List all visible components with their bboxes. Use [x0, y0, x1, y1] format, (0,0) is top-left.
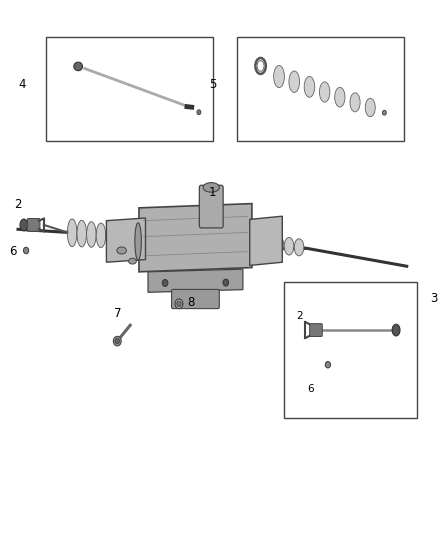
Ellipse shape	[264, 235, 274, 253]
Ellipse shape	[335, 87, 345, 107]
Polygon shape	[250, 216, 283, 265]
Ellipse shape	[177, 301, 181, 306]
Ellipse shape	[274, 236, 284, 254]
Ellipse shape	[284, 238, 294, 255]
Polygon shape	[139, 204, 252, 272]
Ellipse shape	[294, 239, 304, 256]
Ellipse shape	[162, 279, 168, 286]
Bar	[284, 282, 417, 418]
Ellipse shape	[117, 247, 127, 254]
Text: 1: 1	[209, 187, 216, 199]
Text: 4: 4	[18, 78, 25, 91]
Ellipse shape	[135, 223, 141, 260]
Ellipse shape	[175, 299, 183, 309]
Ellipse shape	[203, 183, 219, 192]
Ellipse shape	[289, 71, 300, 92]
FancyBboxPatch shape	[310, 324, 322, 336]
Bar	[46, 37, 213, 141]
Ellipse shape	[350, 93, 360, 112]
Bar	[237, 37, 404, 141]
Ellipse shape	[325, 361, 331, 368]
Ellipse shape	[197, 110, 201, 115]
FancyBboxPatch shape	[199, 185, 223, 228]
Ellipse shape	[106, 224, 115, 248]
Ellipse shape	[74, 62, 82, 71]
Ellipse shape	[129, 259, 136, 264]
Ellipse shape	[319, 82, 330, 102]
Ellipse shape	[77, 220, 87, 247]
Ellipse shape	[274, 66, 284, 87]
Ellipse shape	[365, 98, 375, 117]
Ellipse shape	[67, 219, 77, 247]
Text: 6: 6	[307, 384, 314, 393]
Ellipse shape	[115, 338, 120, 344]
Ellipse shape	[125, 227, 134, 248]
Ellipse shape	[87, 222, 96, 247]
Ellipse shape	[24, 247, 28, 254]
Text: 2: 2	[297, 311, 303, 321]
FancyBboxPatch shape	[172, 289, 219, 309]
Polygon shape	[106, 218, 145, 262]
Ellipse shape	[392, 324, 400, 336]
Text: 3: 3	[431, 292, 438, 305]
Ellipse shape	[96, 223, 106, 247]
Ellipse shape	[304, 76, 315, 98]
FancyBboxPatch shape	[27, 219, 40, 231]
Text: 7: 7	[113, 307, 121, 320]
Text: 5: 5	[209, 78, 216, 91]
Ellipse shape	[20, 219, 28, 231]
Text: 8: 8	[187, 296, 195, 309]
Polygon shape	[148, 269, 243, 292]
Ellipse shape	[382, 110, 386, 115]
Ellipse shape	[116, 226, 125, 248]
Text: 2: 2	[14, 198, 22, 211]
Ellipse shape	[113, 336, 121, 346]
Ellipse shape	[254, 233, 264, 253]
Text: 6: 6	[9, 245, 17, 258]
Ellipse shape	[223, 279, 229, 286]
